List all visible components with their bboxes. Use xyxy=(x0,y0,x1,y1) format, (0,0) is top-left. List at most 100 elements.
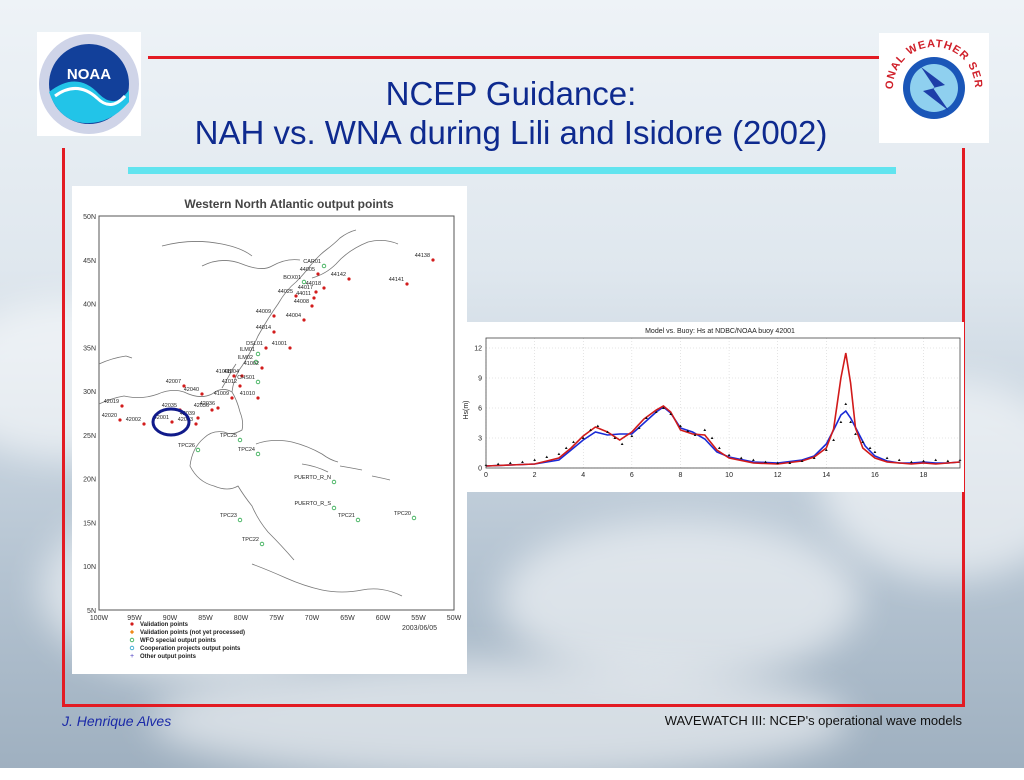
chart-series-line xyxy=(485,352,961,467)
station-label: 41012 xyxy=(222,379,237,385)
station-label: 44138 xyxy=(415,253,430,259)
station-marker xyxy=(321,263,327,269)
station-label: 44141 xyxy=(389,277,404,283)
chart-point-buoy xyxy=(630,434,634,437)
chart-point-buoy xyxy=(839,420,843,423)
chart-ytick-label: 6 xyxy=(478,406,482,413)
station-marker xyxy=(331,479,337,485)
map-lon-label: 100W xyxy=(90,615,109,622)
chart-grid xyxy=(485,338,960,469)
map-lon-label: 90W xyxy=(163,615,178,622)
station-marker xyxy=(216,406,220,410)
station-label: TPC25 xyxy=(220,433,237,439)
map-lat-label: 15N xyxy=(83,520,96,527)
station-label: 42020 xyxy=(102,413,117,419)
station-label: 41001 xyxy=(272,341,287,347)
nws-logo: NATIONAL WEATHER SERVICE xyxy=(875,24,989,143)
station-label: CHS01 xyxy=(237,375,255,381)
station-label: 41004 xyxy=(224,369,239,375)
station-label: PUERTO_R_S xyxy=(295,501,332,507)
map-title: Western North Atlantic output points xyxy=(184,197,394,211)
station-label: 42019 xyxy=(104,399,119,405)
station-marker xyxy=(182,384,186,388)
highlight-circle-42001 xyxy=(151,407,191,437)
chart-point-buoy xyxy=(637,426,641,429)
chart-point-buoy xyxy=(832,438,835,441)
station-label: TPC26 xyxy=(178,443,195,449)
chart-ticks: 0 2 4 6 8 10 12 14 16 18 0 3 6 9 12 xyxy=(474,346,927,480)
chart-ytick-label: 9 xyxy=(478,376,482,383)
chart-point-buoy xyxy=(861,440,865,443)
station-label: 42007 xyxy=(166,379,181,385)
station-label: 41010 xyxy=(240,391,255,397)
map-longitude-labels: 100W 95W 90W 85W 80W 75W 70W 65W 60W 55W 50W xyxy=(90,615,462,622)
chart-xtick-label: 8 xyxy=(679,472,683,479)
chart-point-buoy xyxy=(934,458,938,461)
chart-point-buoy xyxy=(710,436,714,439)
map-lat-label: 50N xyxy=(83,214,96,221)
title-line-2: NAH vs. WNA during Lili and Isidore (200… xyxy=(194,114,828,151)
station-label: PUERTO_R_N xyxy=(294,475,331,481)
station-label: 42036 xyxy=(194,403,209,409)
station-label: 44005 xyxy=(300,267,315,273)
map-lon-label: 85W xyxy=(198,615,213,622)
map-lon-label: 55W xyxy=(411,615,426,622)
map-lon-label: 70W xyxy=(305,615,320,622)
station-marker xyxy=(272,314,276,318)
chart-point-buoy xyxy=(909,460,913,463)
legend-marker xyxy=(129,645,135,651)
map-latitude-labels: 50N 45N 40N 35N 30N 25N 20N 15N 10N 5N xyxy=(83,214,96,615)
station-label: TPC23 xyxy=(220,513,237,519)
station-marker xyxy=(255,451,261,457)
station-label: 44142 xyxy=(331,272,346,278)
station-marker xyxy=(294,294,298,298)
legend-label: WFO special output points xyxy=(140,638,217,644)
station-label: 41008 xyxy=(216,369,231,375)
chart-point-buoy xyxy=(824,448,828,451)
station-marker xyxy=(238,384,242,388)
chart-point-buoy xyxy=(727,453,731,456)
station-marker xyxy=(288,346,292,350)
noaa-logo-text: NOAA xyxy=(67,66,111,83)
station-marker xyxy=(195,447,201,453)
chart-xtick-label: 12 xyxy=(774,472,782,479)
chart-point-buoy xyxy=(800,459,804,462)
chart-point-buoy xyxy=(844,402,848,405)
station-marker xyxy=(232,374,236,378)
chart-point-buoy xyxy=(897,458,901,461)
station-marker xyxy=(255,351,261,357)
station-label: ILM01 xyxy=(240,347,255,353)
map-lon-label: 65W xyxy=(340,615,355,622)
chart-point-buoy xyxy=(703,428,707,431)
frame-top xyxy=(148,56,880,59)
map-lon-label: 60W xyxy=(376,615,391,622)
station-marker xyxy=(331,505,337,511)
station-label: 44004 xyxy=(286,313,301,319)
station-label: 42001 xyxy=(154,415,169,421)
noaa-logo-icon: NOAA xyxy=(39,34,139,134)
legend-label: Validation points xyxy=(140,622,189,628)
footer-author: J. Henrique Alves xyxy=(62,713,172,729)
footer-caption: WAVEWATCH III: NCEP's operational wave m… xyxy=(664,713,962,728)
chart-point-buoy xyxy=(654,410,658,413)
station-marker xyxy=(170,420,174,424)
noaa-logo: NOAA xyxy=(37,32,141,136)
legend-marker xyxy=(129,629,135,635)
frame-left xyxy=(62,148,65,706)
station-marker xyxy=(256,396,260,400)
map-legend: Validation points Validation points (not … xyxy=(129,622,245,660)
station-marker xyxy=(260,366,264,370)
slide-title: NCEP Guidance: NAH vs. WNA during Lili a… xyxy=(130,74,892,152)
map-frame xyxy=(98,215,455,611)
legend-label: Validation points (not yet processed) xyxy=(140,630,245,636)
station-marker xyxy=(194,422,198,426)
station-marker xyxy=(314,290,318,294)
legend-label: Cooperation projects output points xyxy=(140,646,241,652)
wna-map: Western North Atlantic output points 50N… xyxy=(83,197,462,660)
station-marker xyxy=(301,279,307,285)
chart-point-buoy xyxy=(788,461,792,464)
station-marker xyxy=(272,330,276,334)
title-underline-bar xyxy=(128,167,896,174)
chart-xtick-label: 2 xyxy=(533,472,537,479)
station-marker xyxy=(200,392,204,396)
